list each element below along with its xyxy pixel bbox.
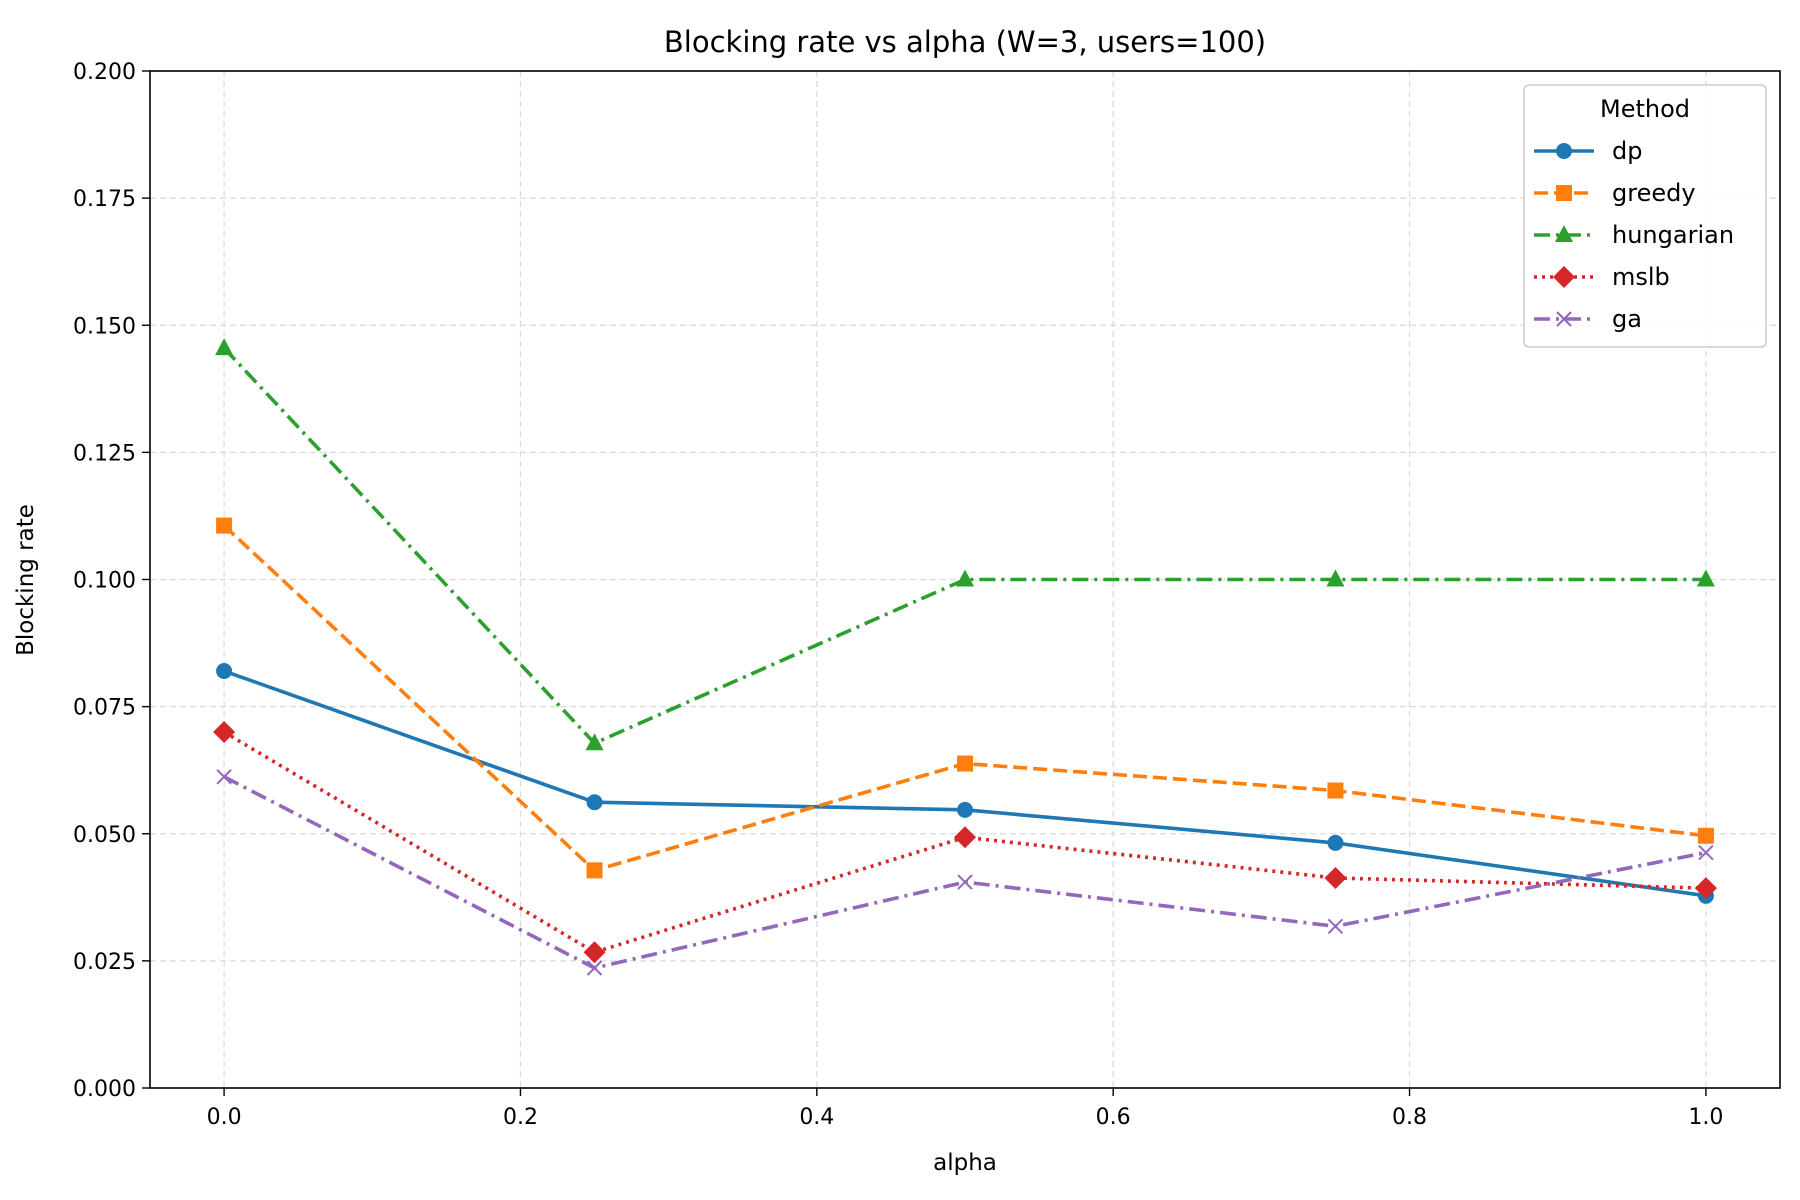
- legend-item-ga: ga: [1534, 305, 1642, 333]
- legend: Method dp greedy hungarian mslb ga: [1523, 84, 1767, 348]
- data-point-ga: [1698, 844, 1714, 861]
- series-dp: [216, 663, 1714, 904]
- series-ga: [216, 769, 1714, 976]
- legend-marker-ga: [1556, 311, 1572, 327]
- legend-item-greedy: greedy: [1534, 179, 1696, 207]
- x-tick-label: 0.0: [207, 1105, 242, 1130]
- x-marker-stroke: [1327, 918, 1344, 935]
- y-tick-label: 0.050: [73, 823, 136, 848]
- legend-box: [1523, 84, 1767, 348]
- data-point-hungarian: [1326, 569, 1345, 587]
- legend-item-hungarian: hungarian: [1534, 221, 1734, 249]
- x-marker-stroke: [216, 769, 232, 785]
- series-line-hungarian: [222, 346, 1706, 746]
- data-point-dp: [1327, 834, 1344, 851]
- y-tick-label: 0.100: [73, 569, 136, 594]
- chart-title: Blocking rate vs alpha (W=3, users=100): [664, 25, 1266, 59]
- legend-item-mslb: mslb: [1534, 263, 1670, 291]
- data-point-hungarian: [585, 733, 604, 751]
- x-tick-label: 0.6: [1096, 1105, 1131, 1130]
- data-point-ga: [216, 769, 232, 785]
- data-point-mslb: [1324, 866, 1347, 889]
- x-tick-label: 0.8: [1392, 1105, 1427, 1130]
- data-point-greedy: [1697, 827, 1714, 844]
- data-point-dp: [586, 794, 603, 811]
- series-lines: [213, 338, 1717, 976]
- y-tick-label: 0.000: [73, 1077, 136, 1102]
- data-point-mslb: [583, 941, 606, 964]
- axis-ticks: 0.0 0.2 0.4 0.6 0.8 1.0 0.000 0.025 0.050 0.075 0.…: [73, 60, 1723, 1130]
- series-greedy: [216, 517, 1714, 879]
- y-tick-label: 0.150: [73, 314, 136, 339]
- data-point-dp: [957, 801, 973, 818]
- data-point-mslb: [954, 826, 976, 849]
- legend-label-mslb: mslb: [1612, 263, 1670, 291]
- legend-label-greedy: greedy: [1612, 179, 1696, 207]
- x-marker-stroke: [957, 874, 973, 890]
- data-point-mslb: [213, 721, 236, 744]
- plot-frame: [149, 70, 1781, 1089]
- legend-item-dp: dp: [1534, 137, 1642, 165]
- y-tick-label: 0.025: [73, 950, 136, 975]
- data-point-ga: [957, 874, 973, 890]
- y-tick-label: 0.200: [73, 60, 136, 85]
- y-tick-label: 0.175: [73, 187, 136, 212]
- x-tick-label: 1.0: [1688, 1105, 1723, 1130]
- data-point-greedy: [586, 862, 603, 879]
- data-point-hungarian: [215, 338, 234, 356]
- data-point-greedy: [957, 755, 973, 772]
- data-point-hungarian: [1696, 569, 1715, 587]
- x-tick-label: 0.2: [503, 1105, 538, 1130]
- y-axis-label: Blocking rate: [13, 504, 39, 656]
- data-point-dp: [216, 663, 233, 680]
- x-marker-stroke: [586, 960, 603, 976]
- x-tick-label: 0.4: [799, 1105, 834, 1130]
- data-point-greedy: [1327, 782, 1344, 799]
- data-point-ga: [586, 960, 603, 976]
- data-point-hungarian: [956, 569, 974, 587]
- y-tick-label: 0.125: [73, 441, 136, 466]
- legend-label-dp: dp: [1612, 137, 1642, 165]
- x-marker-stroke: [1698, 844, 1714, 861]
- legend-marker-mslb: [1553, 266, 1575, 288]
- legend-marker-dp: [1556, 143, 1572, 159]
- data-point-mslb: [1694, 877, 1717, 900]
- x-marker-stroke: [1556, 311, 1572, 327]
- series-mslb: [213, 721, 1717, 964]
- y-tick-label: 0.075: [73, 696, 136, 721]
- x-axis-label: alpha: [933, 1150, 997, 1176]
- legend-label-ga: ga: [1612, 305, 1642, 333]
- series-hungarian: [215, 338, 1715, 751]
- data-point-ga: [1327, 918, 1344, 935]
- legend-label-hungarian: hungarian: [1612, 221, 1734, 249]
- legend-marker-hungarian: [1555, 225, 1573, 242]
- legend-title: Method: [1600, 95, 1690, 123]
- legend-marker-greedy: [1556, 185, 1572, 201]
- data-point-greedy: [216, 517, 233, 534]
